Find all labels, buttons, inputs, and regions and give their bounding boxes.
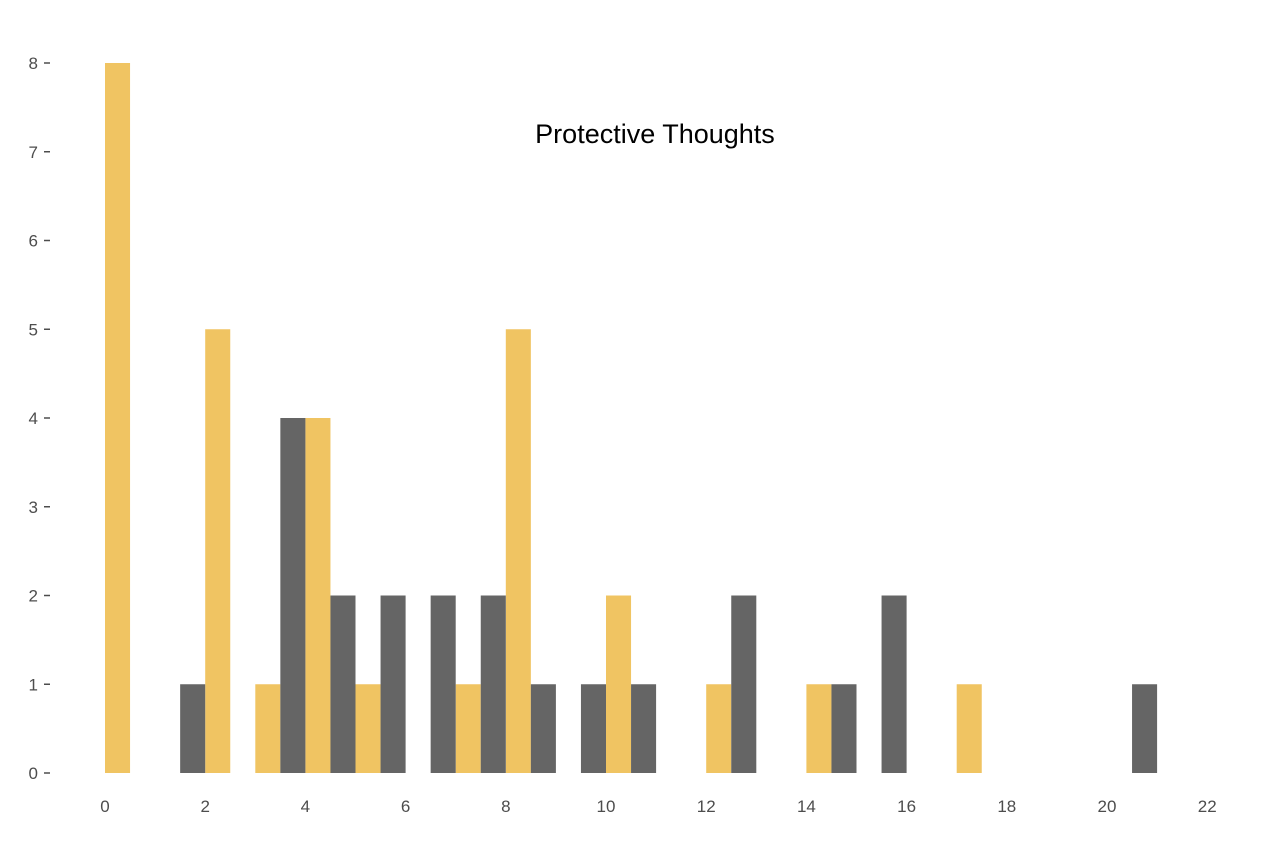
chart-title: Protective Thoughts [535, 119, 775, 149]
bars-layer [105, 63, 1158, 773]
x-tick-label: 14 [797, 797, 816, 816]
y-tick-label: 2 [29, 587, 38, 606]
bar-gold-x10 [606, 595, 632, 773]
bar-gold-x17 [956, 684, 982, 773]
y-axis: 0 1 2 3 4 5 6 7 8 [29, 54, 50, 783]
bar-grey-x13 [731, 595, 757, 773]
x-axis: 0 2 4 6 8 10 12 14 16 18 20 22 [100, 797, 1216, 816]
bar-gold-x14 [806, 684, 832, 773]
bar-grey-x10 [580, 684, 606, 773]
x-tick-label: 2 [200, 797, 209, 816]
bar-gold-x2 [205, 329, 231, 773]
bar-gold-x5 [355, 684, 381, 773]
x-tick-label: 6 [401, 797, 410, 816]
bar-grey-x15 [831, 684, 857, 773]
bar-grey-x4 [280, 418, 306, 773]
y-tick-label: 7 [29, 143, 38, 162]
bar-gold-x3 [255, 684, 281, 773]
y-tick-label: 0 [29, 764, 38, 783]
x-tick-label: 18 [997, 797, 1016, 816]
bar-grey-x21 [1132, 684, 1158, 773]
y-tick-label: 8 [29, 54, 38, 73]
x-tick-label: 22 [1198, 797, 1217, 816]
bar-grey-x6 [380, 595, 406, 773]
bar-gold-x4 [305, 418, 331, 773]
bar-gold-x8 [505, 329, 531, 773]
bar-grey-x5 [330, 595, 356, 773]
bar-gold-x12 [706, 684, 732, 773]
bar-grey-x7 [430, 595, 456, 773]
bar-gold-x0 [105, 63, 131, 773]
x-tick-label: 12 [697, 797, 716, 816]
bar-grey-x8 [480, 595, 506, 773]
y-tick-label: 1 [29, 675, 38, 694]
bar-grey-x9 [530, 684, 556, 773]
x-tick-label: 0 [100, 797, 109, 816]
y-tick-label: 6 [29, 232, 38, 251]
x-tick-label: 4 [301, 797, 310, 816]
y-tick-label: 3 [29, 498, 38, 517]
bar-grey-x2 [180, 684, 206, 773]
y-tick-label: 5 [29, 320, 38, 339]
x-tick-label: 16 [897, 797, 916, 816]
x-tick-label: 20 [1098, 797, 1117, 816]
bar-gold-x7 [455, 684, 481, 773]
x-tick-label: 8 [501, 797, 510, 816]
y-tick-label: 4 [29, 409, 38, 428]
bar-grey-x16 [881, 595, 907, 773]
bar-grey-x11 [631, 684, 657, 773]
x-tick-label: 10 [597, 797, 616, 816]
